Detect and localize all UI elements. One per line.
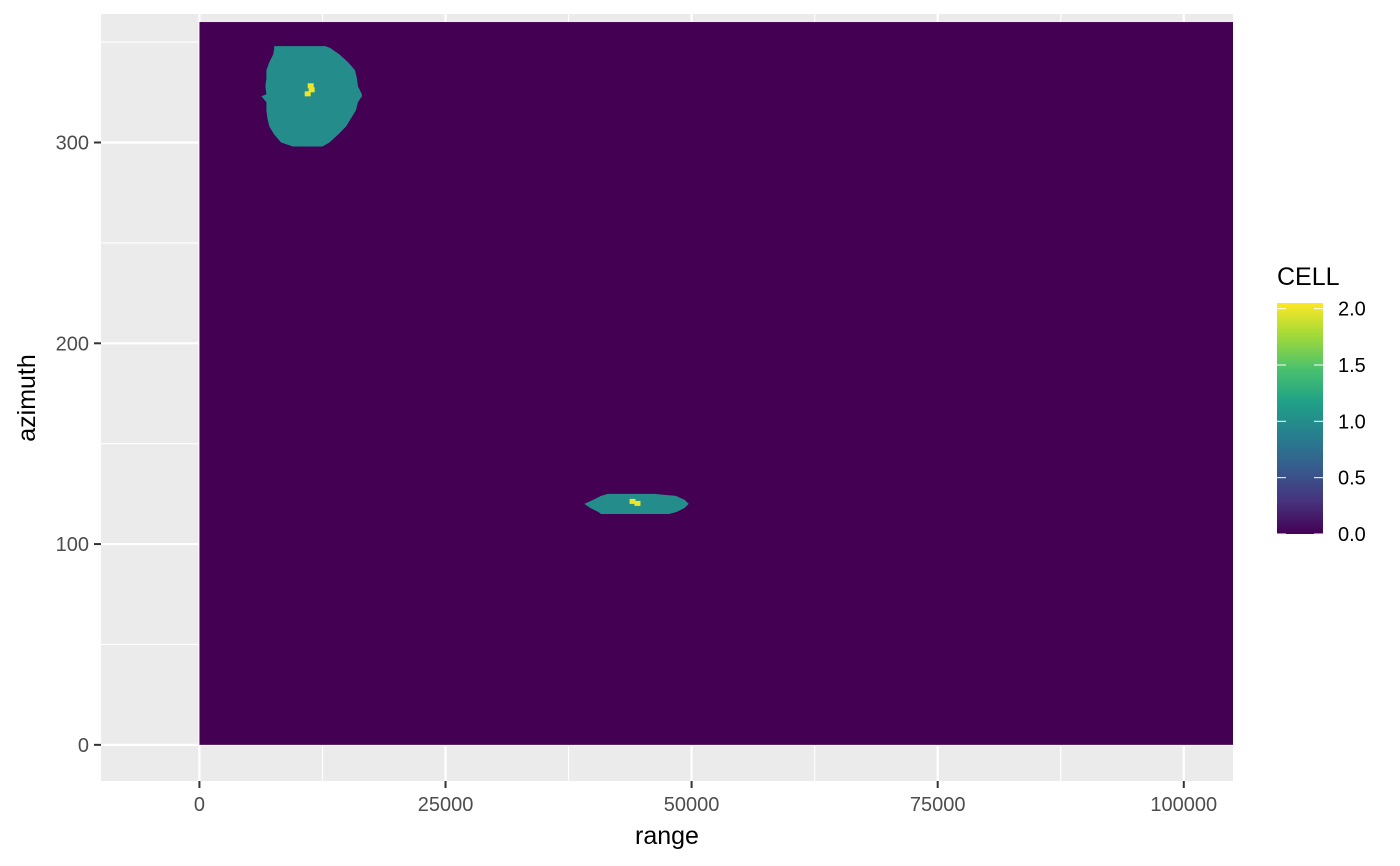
legend: CELL 0.0 0.5 1.0 1.5 2.0 (1277, 263, 1366, 546)
cell-peak-1 (307, 83, 314, 89)
cell-region-1 (261, 46, 362, 147)
colorbar-tick-label: 1.5 (1338, 355, 1366, 377)
legend-title: CELL (1277, 263, 1340, 291)
x-tick-label: 25000 (418, 794, 474, 816)
x-tick-label: 100000 (1150, 794, 1217, 816)
x-axis-title: range (635, 822, 699, 850)
colorbar-tick-label: 0.0 (1338, 524, 1366, 546)
x-tick-label: 0 (194, 794, 205, 816)
y-tick-label: 200 (56, 333, 89, 355)
y-tick-label: 100 (56, 534, 89, 556)
colorbar (1277, 303, 1323, 534)
background-cells (199, 22, 1233, 745)
y-axis-title: azimuth (13, 354, 41, 442)
x-tick-label: 50000 (664, 794, 720, 816)
cell-peak-2 (308, 87, 315, 93)
y-axis: 0 100 200 300 (56, 133, 101, 757)
x-tick-label: 75000 (910, 794, 966, 816)
cells-layer (199, 22, 1233, 745)
x-axis: 0 25000 50000 75000 100000 (194, 781, 1217, 816)
y-tick-label: 300 (56, 133, 89, 155)
cell-peak-4 (629, 498, 636, 504)
cell-peak-3 (304, 91, 311, 97)
cell-peak-5 (634, 500, 641, 506)
colorbar-tick-label: 1.0 (1338, 411, 1366, 433)
colorbar-tick-label: 0.5 (1338, 468, 1366, 490)
colorbar-tick-label: 2.0 (1338, 299, 1366, 321)
y-tick-label: 0 (78, 735, 89, 757)
colorbar-ticks: 0.0 0.5 1.0 1.5 2.0 (1277, 299, 1366, 546)
